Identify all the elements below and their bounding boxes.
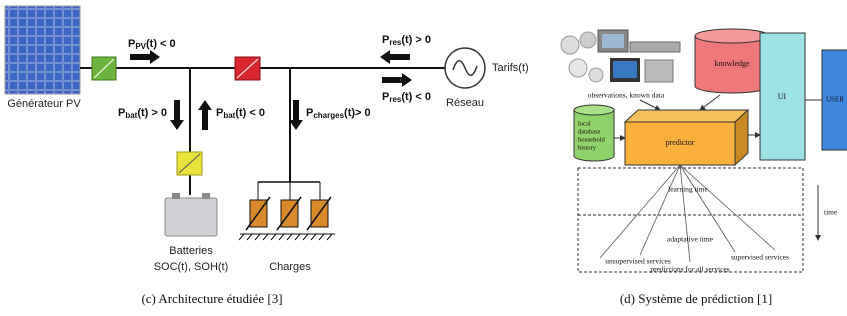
user-label: USER bbox=[826, 96, 844, 104]
page: Générateur PV Tarifs(t) Réseau PPV(t) < … bbox=[0, 0, 847, 316]
learning-time: learning time bbox=[668, 185, 708, 194]
flow-arrow bbox=[170, 100, 184, 130]
local-db-label: history bbox=[578, 144, 597, 151]
flow-arrow bbox=[380, 50, 410, 64]
grid-label: Réseau bbox=[446, 97, 484, 109]
text-part: bat bbox=[223, 111, 235, 120]
flow-arrow bbox=[198, 100, 212, 130]
battery-terminal bbox=[172, 193, 180, 199]
pv-panel bbox=[5, 6, 80, 94]
battery-terminal bbox=[202, 193, 210, 199]
predictor-top bbox=[625, 110, 748, 122]
flow-label: Pcharges(t)> 0 bbox=[306, 107, 371, 120]
predictor-label: predictor bbox=[666, 138, 695, 147]
text-part: res bbox=[389, 95, 402, 104]
text-part: PV bbox=[135, 42, 146, 51]
text-part: (t) > 0 bbox=[137, 107, 167, 119]
adaptative-time: adaptative time bbox=[667, 235, 714, 244]
text-part: (t) < 0 bbox=[235, 107, 265, 119]
text-part: res bbox=[389, 38, 402, 47]
text-part: bat bbox=[125, 111, 137, 120]
loads-label: Charges bbox=[269, 261, 311, 273]
time-label: time bbox=[824, 208, 838, 217]
local-db-label: household bbox=[578, 136, 605, 143]
flow-arrow bbox=[289, 100, 303, 130]
local-db-label: database bbox=[578, 128, 600, 135]
text-part: P bbox=[118, 107, 125, 119]
battery bbox=[165, 198, 217, 236]
text-part: P bbox=[382, 34, 389, 46]
left-diagram: Générateur PV Tarifs(t) Réseau PPV(t) < … bbox=[5, 6, 529, 306]
text-part: (t) < 0 bbox=[146, 38, 176, 50]
ui-label: UI bbox=[778, 92, 787, 101]
figure: Générateur PV Tarifs(t) Réseau PPV(t) < … bbox=[0, 0, 847, 316]
flow-label: Pres(t) < 0 bbox=[382, 91, 431, 104]
text-part: P bbox=[128, 38, 135, 50]
pv-label: Générateur PV bbox=[7, 98, 81, 110]
text-part: (t)> 0 bbox=[344, 107, 371, 119]
text-part: P bbox=[382, 91, 389, 103]
knowledge-db-top bbox=[695, 29, 769, 43]
battery-label: Batteries bbox=[169, 245, 213, 257]
caption: (d) Système de prédiction [1] bbox=[620, 291, 772, 306]
knowledge-label: knowledge bbox=[714, 59, 750, 68]
flow-label: PPV(t) < 0 bbox=[128, 38, 176, 51]
battery-state: SOC(t), SOH(t) bbox=[154, 261, 229, 273]
flow-label: Pbat(t) > 0 bbox=[118, 107, 167, 120]
text-part: (t) < 0 bbox=[401, 91, 431, 103]
flow-label: Pbat(t) < 0 bbox=[216, 107, 265, 120]
text-part: (t) > 0 bbox=[401, 34, 431, 46]
text-part: P bbox=[306, 107, 313, 119]
text-part: P bbox=[216, 107, 223, 119]
grid-tariff: Tarifs(t) bbox=[492, 62, 529, 74]
predictions-label: predictions for all services bbox=[650, 265, 729, 274]
text-part: charges bbox=[313, 111, 344, 120]
fan-lines bbox=[600, 165, 775, 262]
local-db-top bbox=[574, 105, 614, 115]
right-diagram: observations, known data knowledge UI US… bbox=[561, 29, 847, 306]
flow-arrow bbox=[130, 50, 160, 64]
flow-arrow bbox=[382, 73, 412, 87]
flow-label: Pres(t) > 0 bbox=[382, 34, 431, 47]
local-db-label: local bbox=[578, 120, 591, 127]
loads bbox=[239, 182, 335, 240]
supervised-label: supervised services bbox=[731, 253, 789, 262]
caption: (c) Architecture étudiée [3] bbox=[141, 291, 282, 306]
devices bbox=[561, 30, 680, 82]
observations-label: observations, known data bbox=[588, 91, 665, 100]
